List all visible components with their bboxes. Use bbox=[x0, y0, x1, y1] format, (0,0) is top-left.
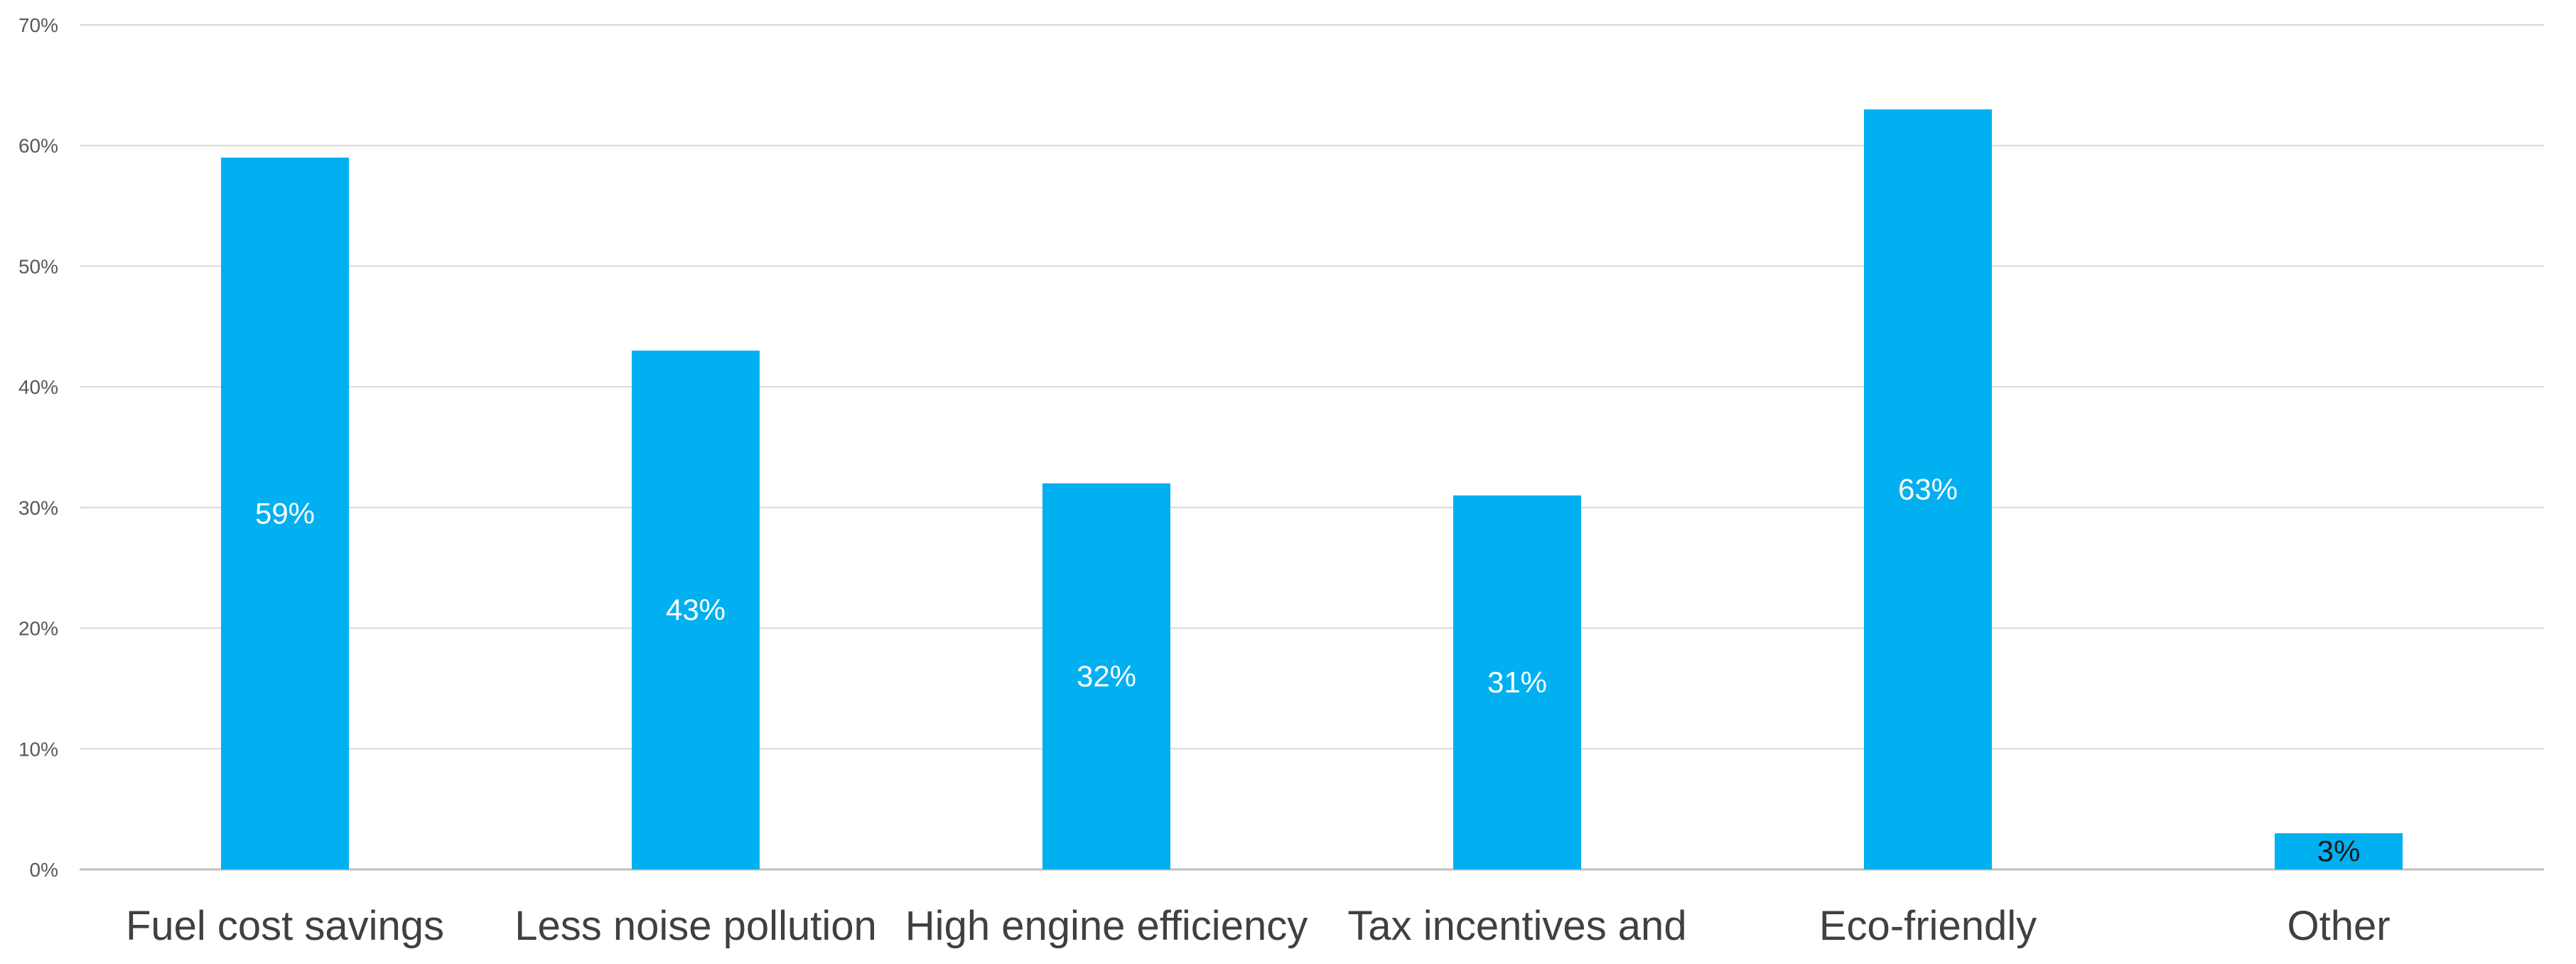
bar bbox=[2275, 833, 2403, 869]
bar bbox=[221, 157, 349, 869]
y-tick-label: 30% bbox=[18, 497, 58, 519]
bar-value-label: 43% bbox=[666, 593, 726, 626]
y-axis-ticks: 0% 10% 20% 30% 40% 50% 60% 70% bbox=[18, 14, 58, 881]
bar-value-label: 3% bbox=[2317, 835, 2361, 868]
bar bbox=[1864, 109, 1992, 869]
y-tick-label: 60% bbox=[18, 135, 58, 157]
bar-value-labels: 59% 43% 32% 31% 63% 3% bbox=[255, 472, 2360, 867]
y-tick-label: 50% bbox=[18, 255, 58, 277]
bar-value-label: 32% bbox=[1077, 659, 1136, 692]
y-tick-label: 70% bbox=[18, 14, 58, 36]
x-category-label: High engine efficiency bbox=[905, 903, 1308, 949]
y-tick-label: 40% bbox=[18, 376, 58, 398]
x-category-label: Other bbox=[2287, 903, 2390, 949]
x-category-label: Fuel cost savings bbox=[126, 903, 444, 949]
x-axis-categories: Fuel cost savings Less noise pollution Hig… bbox=[126, 903, 2391, 949]
bar-value-label: 31% bbox=[1487, 665, 1547, 699]
y-tick-label: 10% bbox=[18, 738, 58, 760]
x-category-label: Tax incentives and bbox=[1347, 903, 1686, 949]
y-tick-label: 20% bbox=[18, 618, 58, 640]
bar-value-label: 59% bbox=[255, 496, 315, 530]
x-category-label: Eco-friendly bbox=[1819, 903, 2037, 949]
bar-value-label: 63% bbox=[1898, 472, 1958, 505]
bar bbox=[632, 350, 760, 869]
gridlines bbox=[80, 24, 2544, 871]
y-tick-label: 0% bbox=[30, 859, 58, 881]
bar bbox=[1453, 495, 1581, 869]
x-category-label: Less noise pollution bbox=[514, 903, 876, 949]
bar bbox=[1042, 483, 1170, 869]
bars bbox=[221, 109, 2403, 869]
